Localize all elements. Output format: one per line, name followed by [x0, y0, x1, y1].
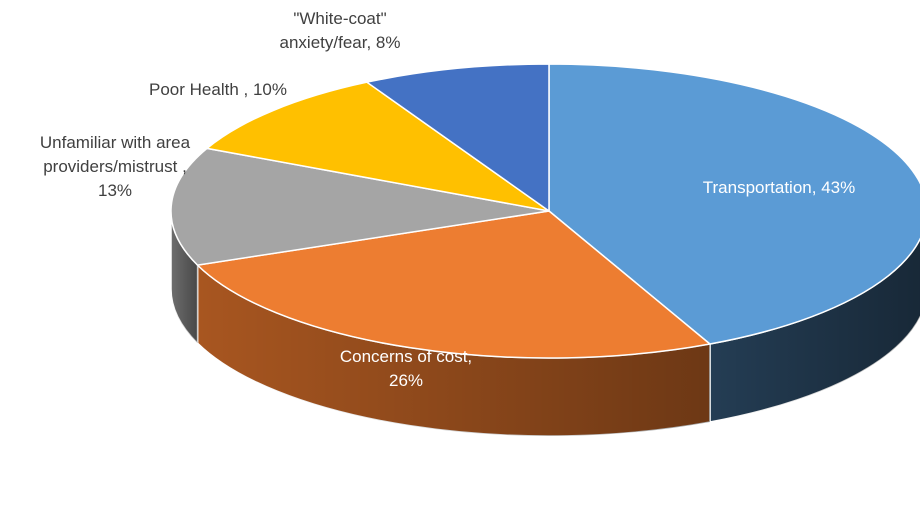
data-label-line: anxiety/fear, 8%	[280, 33, 401, 52]
slice-0	[548, 63, 920, 345]
data-label-line: 13%	[98, 181, 132, 200]
data-label-line: 26%	[389, 371, 423, 390]
slice-side-shade-1	[197, 265, 710, 436]
slice-2	[170, 147, 550, 266]
data-label-line: Unfamiliar with area	[40, 133, 191, 152]
data-label-line: Concerns of cost,	[340, 347, 472, 366]
data-label-line: Transportation, 43%	[703, 178, 855, 197]
data-label-0: Transportation, 43%	[703, 178, 855, 197]
slice-3	[205, 81, 550, 212]
pie-sides	[170, 210, 920, 437]
data-label-1: Concerns of cost, 26%	[340, 347, 472, 390]
pie-tops	[170, 63, 920, 359]
data-label-4: "White-coat" anxiety/fear, 8%	[280, 9, 401, 52]
data-label-2: Unfamiliar with area providers/mistrust ,…	[40, 133, 191, 200]
slice-side-shade-2	[171, 211, 198, 344]
slice-4	[365, 63, 550, 213]
slice-side-shade-0	[709, 238, 920, 423]
pie-labels: Transportation, 43% Concerns of cost, 26% U…	[40, 9, 855, 390]
data-label-line: "White-coat"	[293, 9, 386, 28]
data-label-line: providers/mistrust ,	[43, 157, 187, 176]
data-label-line: Poor Health , 10%	[149, 80, 287, 99]
slice-1	[195, 210, 712, 359]
data-label-3: Poor Health , 10%	[149, 80, 287, 99]
